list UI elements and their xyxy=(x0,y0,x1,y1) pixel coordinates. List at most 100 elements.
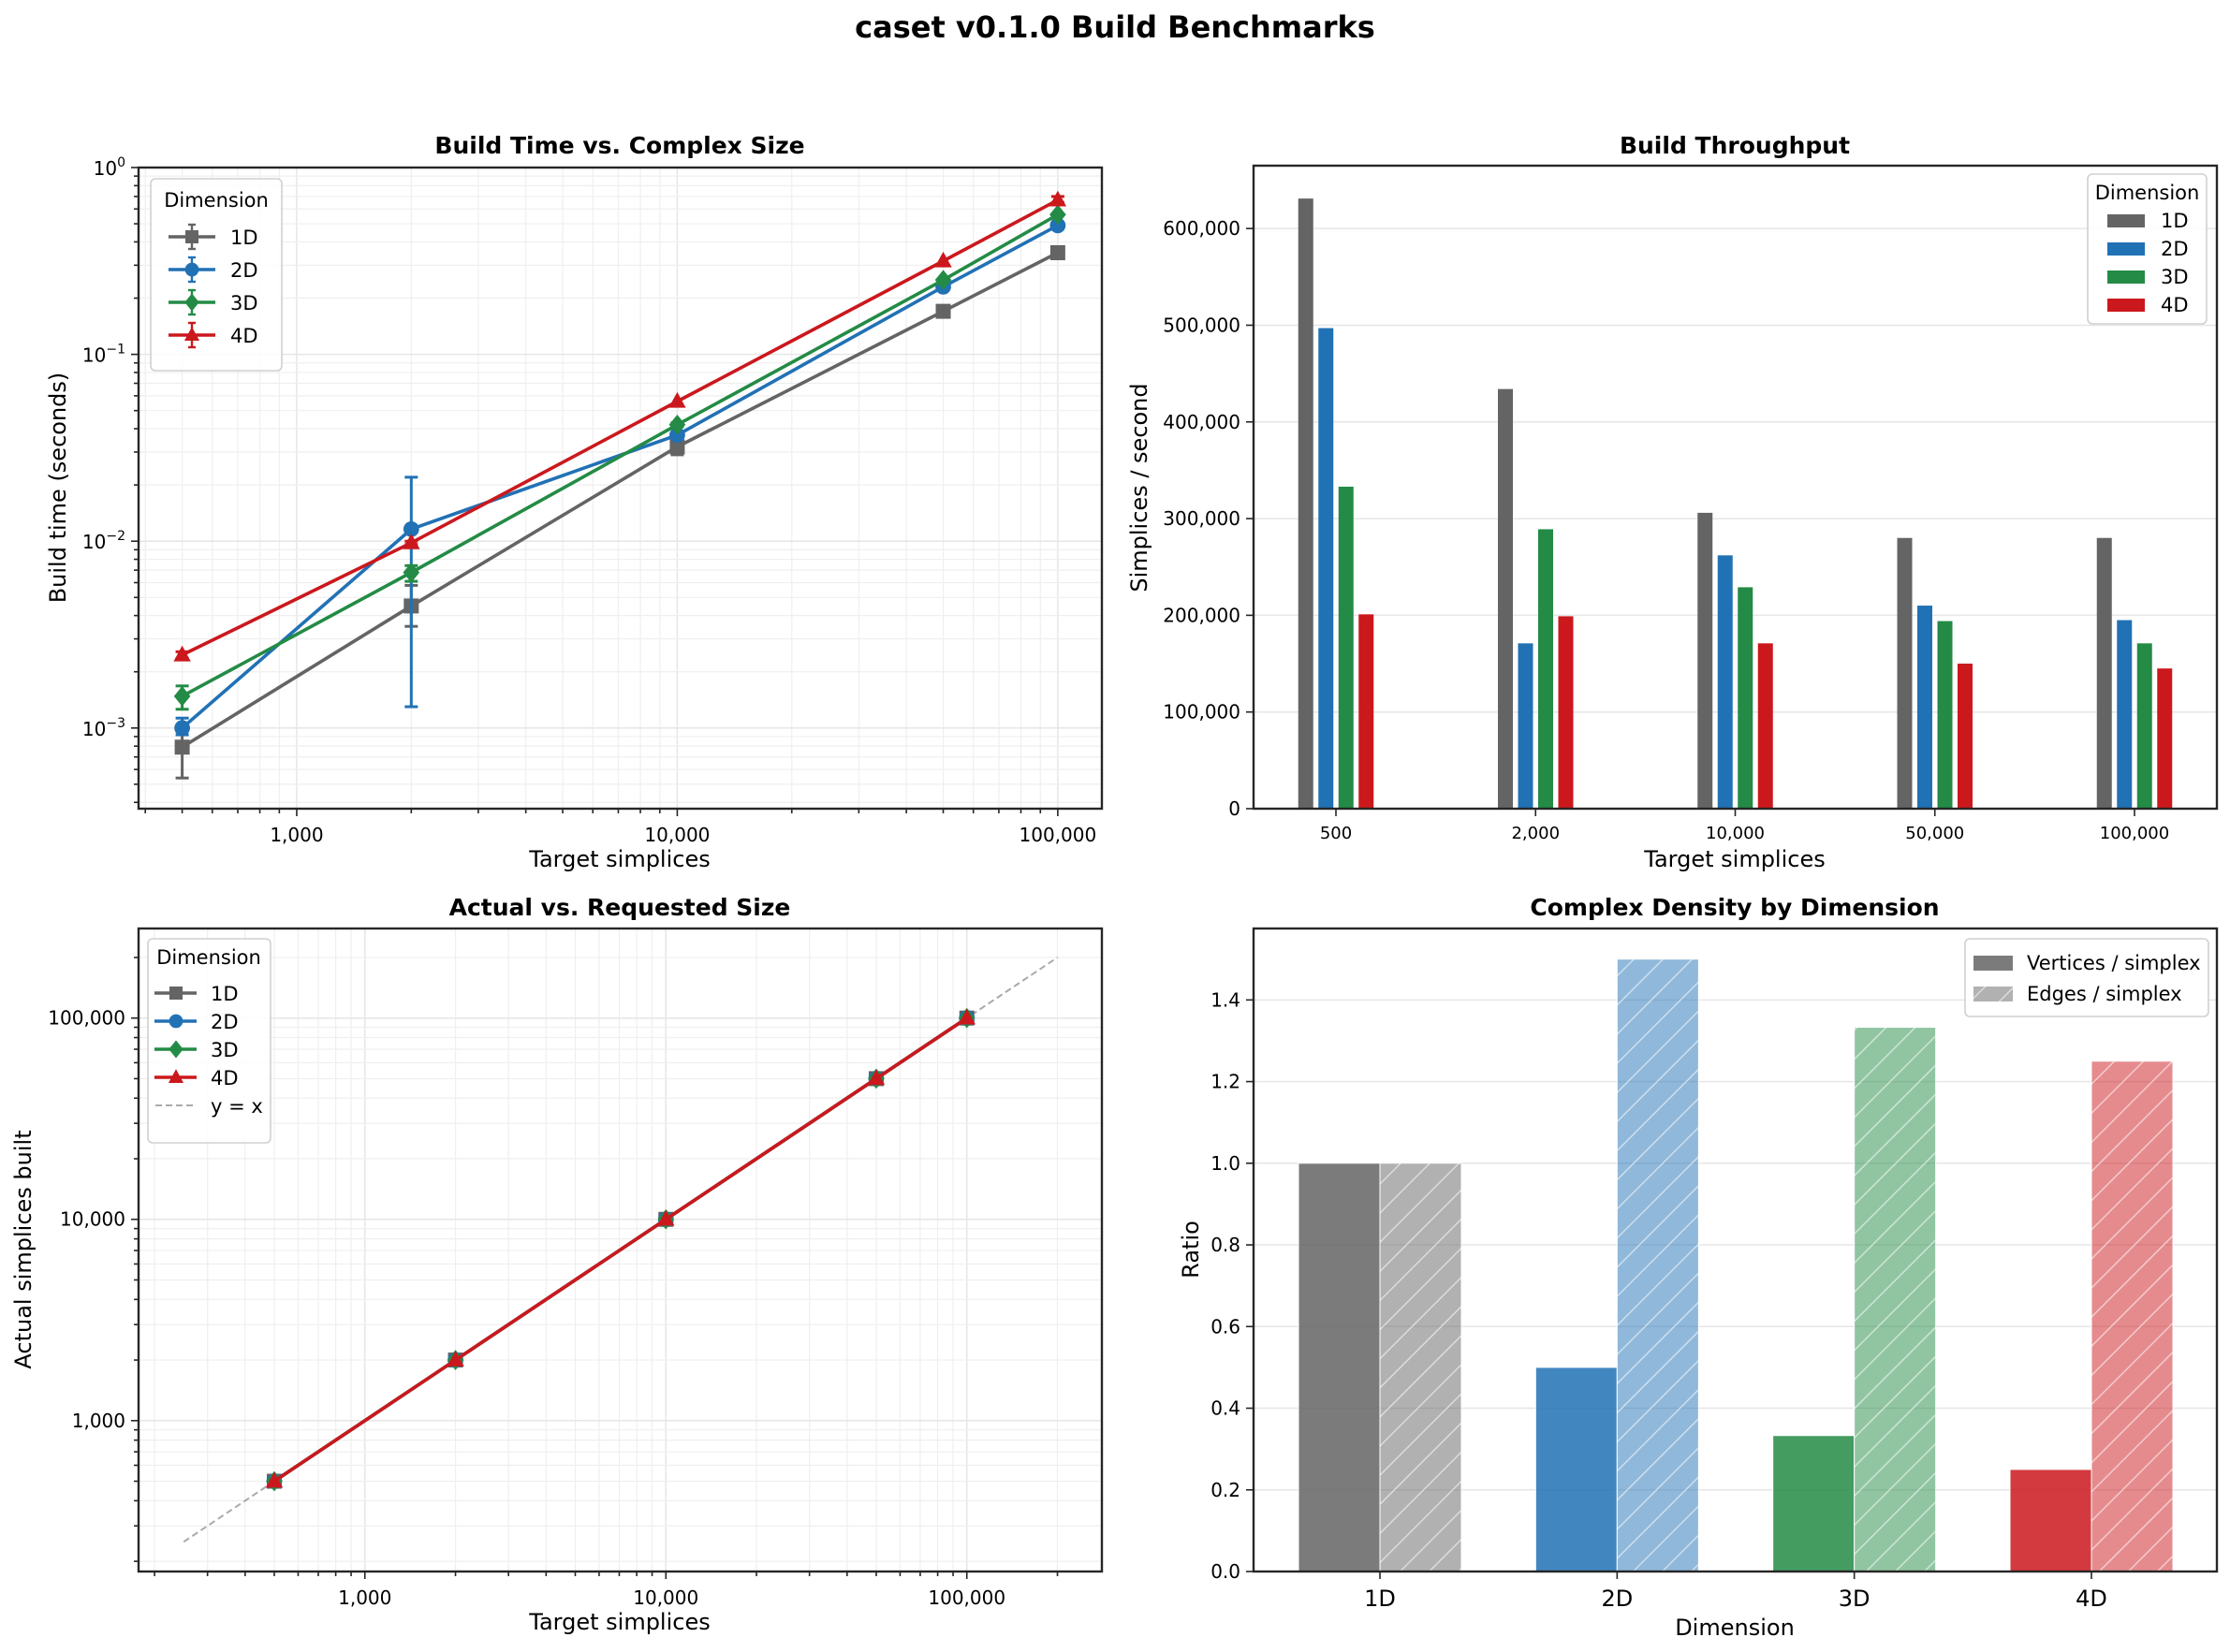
y-tick-label: 100,000 xyxy=(48,1007,125,1030)
legend-label: y = x xyxy=(211,1095,263,1118)
x-tick-label: 4D xyxy=(2076,1586,2107,1612)
x-tick-label: 3D xyxy=(1839,1586,1871,1612)
build-time-ylabel: Build time (seconds) xyxy=(45,373,71,604)
x-tick-label: 10,000 xyxy=(644,824,710,846)
series-2d xyxy=(1318,328,2133,810)
y-tick-label: 100 xyxy=(94,155,125,180)
actual-vs-requested-legend: Dimension 1D 2D 3D 4D y = x xyxy=(147,938,271,1144)
bar xyxy=(1538,529,1553,809)
x-tick-label: 500 xyxy=(1320,824,1352,843)
bar-hatch xyxy=(1617,958,1699,1572)
throughput-title: Build Throughput xyxy=(1620,132,1850,159)
legend-label: Edges / simplex xyxy=(2027,983,2182,1005)
y-tick-label: 100,000 xyxy=(1163,701,1240,724)
data-point xyxy=(935,303,951,319)
bar-fill xyxy=(1534,1367,1618,1572)
legend-swatch xyxy=(2107,214,2145,227)
legend-item-2d: 2D xyxy=(169,256,258,284)
series-4d xyxy=(265,1008,976,1488)
legend-label: 1D xyxy=(230,227,258,249)
x-tick-label: 2D xyxy=(1601,1586,1633,1612)
y-tick-label: 0.6 xyxy=(1210,1315,1240,1338)
x-tick-label: 1D xyxy=(1364,1586,1396,1612)
data-point xyxy=(934,270,952,290)
y-tick-label: 0.4 xyxy=(1210,1397,1240,1420)
series-line-4d xyxy=(272,1016,968,1484)
bar xyxy=(1917,606,1932,809)
bar xyxy=(1379,1162,1462,1572)
legend-label: 2D xyxy=(2161,238,2189,260)
series-1d xyxy=(174,245,1065,780)
actual-vs-requested-panel: Actual vs. Requested Size Target simplic… xyxy=(10,894,1104,1635)
y-tick-label: 1.4 xyxy=(1210,988,1240,1011)
legend-label: 2D xyxy=(211,1011,239,1033)
bar xyxy=(2096,537,2112,809)
bar xyxy=(2117,620,2133,809)
legend-label: 3D xyxy=(230,292,258,314)
series-4d xyxy=(173,190,1067,662)
legend-marker xyxy=(184,293,199,312)
density-xlabel: Dimension xyxy=(1675,1615,1795,1641)
build-time-ticks: 1,000 10,000 100,000 10−3 10−2 10−1 100 xyxy=(82,155,1096,846)
y-tick-label: 10−3 xyxy=(82,716,125,740)
bar xyxy=(1854,1027,1937,1572)
y-tick-label: 0.8 xyxy=(1210,1234,1240,1256)
bar xyxy=(1616,958,1699,1572)
x-tick-label: 100,000 xyxy=(928,1586,1005,1609)
bar-hatch xyxy=(2091,1060,2173,1572)
data-point xyxy=(668,391,686,408)
throughput-xlabel: Target simplices xyxy=(1643,846,1825,872)
actual-vs-requested-ylabel: Actual simplices built xyxy=(10,1130,37,1368)
bar xyxy=(2009,1469,2092,1572)
bar xyxy=(1897,537,1913,809)
x-tick-label: 10,000 xyxy=(633,1586,698,1609)
legend-title: Dimension xyxy=(2095,182,2200,204)
legend-marker xyxy=(169,987,183,1000)
bar xyxy=(1338,486,1354,809)
legend-label: 1D xyxy=(2161,210,2189,232)
legend-item-4d: 4D xyxy=(154,1067,239,1089)
legend-title: Dimension xyxy=(164,189,269,212)
legend-label: 4D xyxy=(230,325,258,347)
x-tick-label: 100,000 xyxy=(2100,824,2169,843)
bar xyxy=(1498,388,1513,809)
data-point xyxy=(174,739,190,755)
series-2d xyxy=(174,217,1066,737)
y-tick-label: 10−1 xyxy=(82,343,125,367)
data-point xyxy=(173,686,191,707)
build-time-legend: Dimension 1D 2D 3D 4D xyxy=(150,178,283,372)
legend-swatch xyxy=(2107,299,2145,312)
bar xyxy=(1558,616,1574,809)
y-tick-label: 600,000 xyxy=(1163,217,1240,240)
legend-item-reference: y = x xyxy=(155,1095,263,1118)
data-point xyxy=(934,251,952,268)
series-3d xyxy=(1338,486,2152,809)
legend-marker xyxy=(169,1040,183,1059)
density-ylabel: Ratio xyxy=(1178,1221,1204,1279)
legend-item-edges-simplex: Edges / simplex xyxy=(1973,983,2182,1005)
bar xyxy=(1534,1367,1618,1572)
series-edges-simplex xyxy=(1379,958,2174,1572)
series-line-4d xyxy=(181,198,1059,657)
y-tick-label: 1.0 xyxy=(1210,1152,1240,1175)
legend-item-3d: 3D xyxy=(154,1039,239,1061)
data-point xyxy=(669,439,685,455)
data-point xyxy=(265,1471,284,1488)
series-4d xyxy=(1358,614,2173,809)
build-time-grid xyxy=(139,167,1102,809)
build-time-frame xyxy=(137,166,1104,811)
legend-label: 3D xyxy=(2161,266,2189,288)
bar-fill xyxy=(1298,1162,1381,1572)
y-tick-label: 1.2 xyxy=(1210,1071,1240,1093)
data-point xyxy=(1049,217,1066,234)
legend-label: 4D xyxy=(2161,294,2189,316)
data-point xyxy=(668,415,686,435)
figure-title: caset v0.1.0 Build Benchmarks xyxy=(855,9,1375,45)
x-tick-label: 1,000 xyxy=(270,824,323,846)
legend-marker xyxy=(184,262,199,277)
legend-swatch xyxy=(1973,956,2013,971)
x-tick-label: 100,000 xyxy=(1020,824,1097,846)
data-point xyxy=(958,1008,976,1025)
bar xyxy=(1772,1435,1856,1572)
build-time-xlabel: Target simplices xyxy=(528,846,710,872)
